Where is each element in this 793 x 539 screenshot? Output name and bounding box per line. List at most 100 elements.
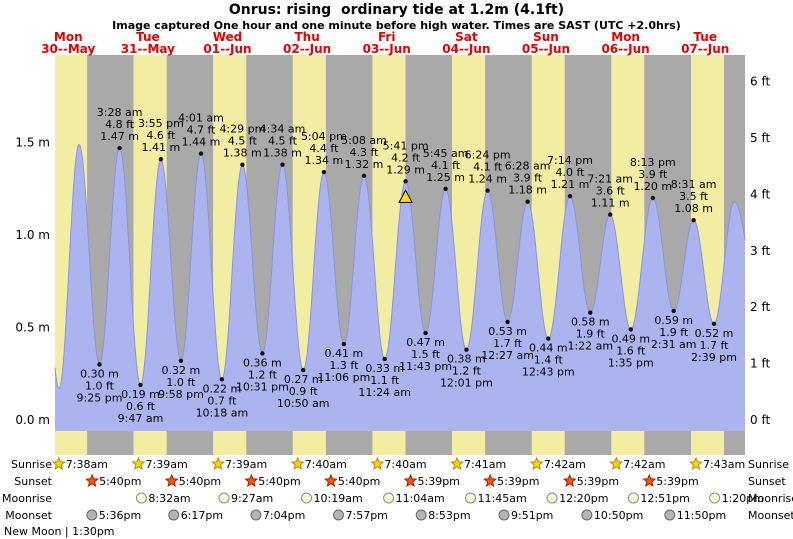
moonset-icon [581, 509, 593, 521]
day-label-date: 05--Jun [522, 42, 570, 56]
page-subtitle: Image captured One hour and one minute b… [112, 19, 681, 32]
high-tide-label: 3:55 pm [138, 117, 184, 130]
high-tide-label: 4:01 am [178, 112, 224, 125]
high-tide-label: 1.38 m [223, 147, 262, 160]
low-tide-label: 1.1 ft [370, 374, 400, 387]
sunrise-time: 7:43am [703, 458, 745, 471]
sunset-time: 5:40pm [258, 475, 300, 488]
sunset-icon [562, 473, 577, 487]
sunset-time: 5:40pm [338, 475, 380, 488]
moonset-icon [250, 509, 262, 521]
high-tide-label: 1.21 m [551, 178, 590, 191]
low-tide-label: 9:47 am [118, 412, 164, 425]
tide-point-dot [97, 362, 102, 367]
y-axis-label-m: 1.0 m [15, 228, 50, 242]
y-axis-label-m: 1.5 m [15, 136, 50, 150]
low-tide-label: 0.52 m [695, 327, 734, 340]
high-tide-label: 1.44 m [182, 136, 221, 149]
tide-point-dot [567, 194, 573, 199]
tide-point-dot [158, 157, 164, 162]
y-axis-label-ft: 3 ft [750, 244, 770, 258]
sunrise-icon [290, 456, 305, 470]
low-tide-label: 9:58 pm [158, 388, 204, 401]
y-axis-label-ft: 2 ft [750, 300, 770, 314]
low-tide-label: 1:22 am [567, 340, 613, 353]
sunset-icon [85, 473, 100, 487]
moonset-time: 8:53pm [428, 509, 470, 522]
low-tide-label: 10:50 am [277, 397, 330, 410]
y-axis-label-ft: 6 ft [750, 75, 770, 89]
tide-point-dot [588, 310, 593, 315]
moonrise-icon [383, 492, 395, 504]
day-label-date: 30--May [41, 42, 95, 56]
tide-point-dot [525, 199, 530, 204]
high-tide-label: 6:24 pm [465, 149, 511, 162]
high-tide-label: 1.41 m [142, 141, 181, 154]
moonset-time: 6:17pm [181, 509, 223, 522]
moonset-icon [415, 509, 427, 521]
high-tide-label: 4:29 pm [219, 123, 265, 136]
sunset-icon [323, 473, 338, 487]
low-tide-label: 0.41 m [325, 347, 364, 360]
moonset-icon [332, 509, 344, 521]
moonset-time: 9:51pm [511, 509, 553, 522]
low-tide-label: 9:25 pm [77, 392, 123, 405]
low-tide-label: 0.44 m [529, 342, 568, 355]
low-tide-label: 0.47 m [406, 336, 445, 349]
low-tide-label: 2:31 am [651, 338, 697, 351]
low-tide-label: 12:01 pm [440, 377, 493, 390]
low-tide-label: 0.6 ft [126, 400, 156, 413]
low-tide-label: 1:35 pm [608, 356, 654, 369]
day-label: Mon [611, 30, 640, 44]
moonrise-icon [301, 492, 313, 504]
sunset-time: 5:39pm [577, 475, 619, 488]
high-tide-label: 5:45 am [423, 147, 469, 160]
page-title: Onrus: rising ordinary tide at 1.2m (4.1… [228, 2, 565, 18]
sunrise-time: 7:40am [384, 458, 426, 471]
low-tide-label: 1.7 ft [493, 337, 523, 350]
tide-point-dot [198, 151, 204, 156]
sunset-icon [403, 473, 418, 487]
high-tide-label: 3.5 ft [679, 190, 709, 203]
low-tide-label: 0.33 m [365, 362, 404, 375]
low-tide-label: 2:39 pm [691, 351, 737, 364]
tide-point-dot [464, 347, 469, 352]
y-axis-label-ft: 0 ft [750, 413, 770, 427]
high-tide-label: 3.6 ft [596, 185, 626, 198]
tide-point-dot [650, 195, 655, 201]
sunrise-icon [609, 456, 624, 470]
day-label: Tue [693, 30, 717, 44]
high-tide-label: 3.9 ft [513, 172, 543, 185]
high-tide-label: 1.25 m [426, 171, 465, 184]
low-tide-label: 0.59 m [654, 314, 693, 327]
high-tide-label: 1.08 m [674, 202, 713, 215]
low-tide-label: 11:06 pm [317, 371, 370, 384]
high-tide-label: 4.7 ft [187, 124, 217, 137]
sunset-time: 5:39pm [418, 475, 460, 488]
day-label-date: 07--Jun [681, 42, 729, 56]
tide-area [55, 144, 745, 431]
moonrise-icon [709, 492, 721, 504]
low-tide-label: 1.0 ft [85, 380, 115, 393]
low-tide-label: 1.2 ft [452, 365, 482, 378]
day-label-date: 01--Jun [203, 42, 251, 56]
high-tide-label: 8:31 am [671, 178, 717, 191]
high-tide-label: 4.5 ft [228, 135, 258, 148]
day-label-date: 04--Jun [442, 42, 490, 56]
sunset-time: 5:39pm [656, 475, 698, 488]
low-tide-label: 12:27 am [481, 349, 534, 362]
low-tide-label: 0.7 ft [207, 394, 237, 407]
y-axis-label-ft: 4 ft [750, 187, 770, 201]
day-label: Wed [213, 30, 243, 44]
day-label-date: 31--May [121, 42, 175, 56]
tide-point-dot [382, 356, 387, 362]
moonrise-time: 11:04am [396, 492, 445, 505]
sunrise-time: 7:42am [623, 458, 665, 471]
tide-point-dot [301, 367, 306, 373]
moonrise-icon [546, 492, 558, 504]
tide-point-dot [117, 145, 122, 151]
row-label-right-sunset: Sunset [748, 475, 786, 488]
high-tide-label: 1.34 m [305, 154, 344, 167]
